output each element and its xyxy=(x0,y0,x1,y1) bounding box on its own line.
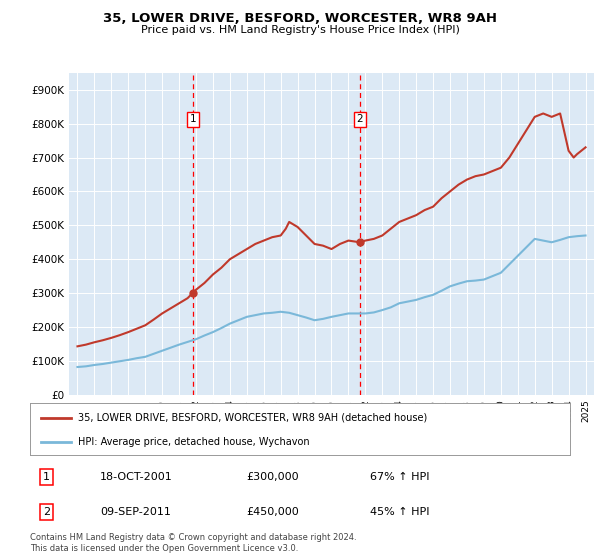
Text: 09-SEP-2011: 09-SEP-2011 xyxy=(100,507,171,517)
Text: 35, LOWER DRIVE, BESFORD, WORCESTER, WR8 9AH (detached house): 35, LOWER DRIVE, BESFORD, WORCESTER, WR8… xyxy=(77,413,427,423)
Text: Price paid vs. HM Land Registry's House Price Index (HPI): Price paid vs. HM Land Registry's House … xyxy=(140,25,460,35)
Text: 2: 2 xyxy=(356,114,363,124)
Text: £300,000: £300,000 xyxy=(246,472,299,482)
Text: £450,000: £450,000 xyxy=(246,507,299,517)
Text: HPI: Average price, detached house, Wychavon: HPI: Average price, detached house, Wych… xyxy=(77,437,309,447)
Text: 2: 2 xyxy=(43,507,50,517)
Text: 45% ↑ HPI: 45% ↑ HPI xyxy=(370,507,430,517)
Text: 1: 1 xyxy=(43,472,50,482)
Text: 35, LOWER DRIVE, BESFORD, WORCESTER, WR8 9AH: 35, LOWER DRIVE, BESFORD, WORCESTER, WR8… xyxy=(103,12,497,25)
Text: 1: 1 xyxy=(190,114,196,124)
Text: Contains HM Land Registry data © Crown copyright and database right 2024.
This d: Contains HM Land Registry data © Crown c… xyxy=(30,533,356,553)
Text: 18-OCT-2001: 18-OCT-2001 xyxy=(100,472,173,482)
Text: 67% ↑ HPI: 67% ↑ HPI xyxy=(370,472,430,482)
